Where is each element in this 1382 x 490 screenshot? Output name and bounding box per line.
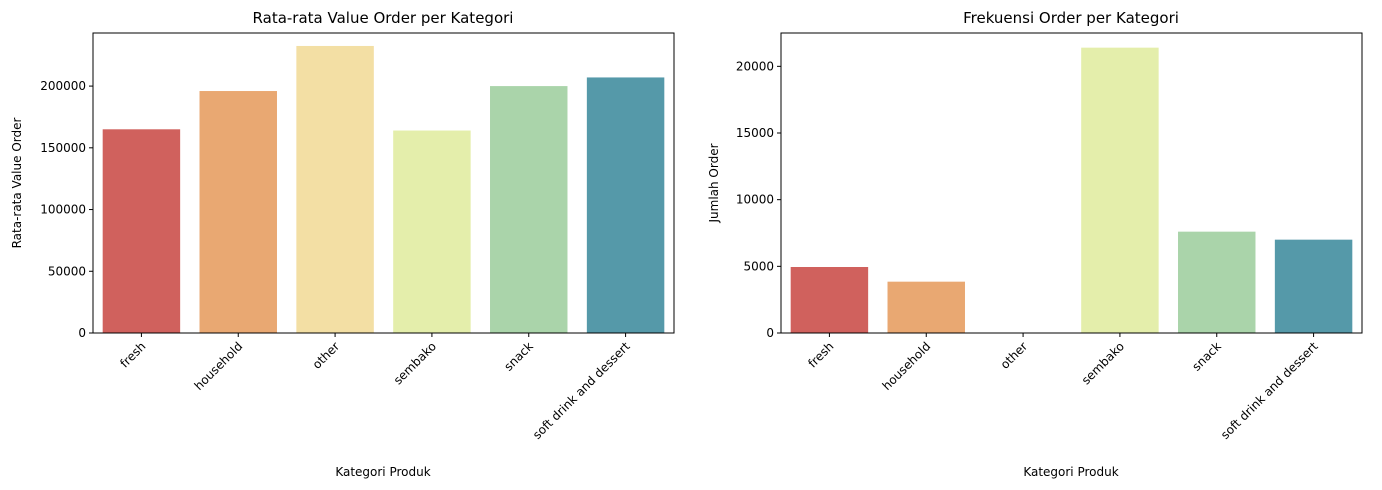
bar-fresh: [102, 129, 181, 333]
bar-household: [199, 91, 277, 333]
chart-order-frequency: Frekuensi Order per Kategori Jumlah Orde…: [707, 9, 1363, 479]
bar-household: [887, 281, 965, 333]
plot-frame: [92, 32, 675, 334]
x-axis-label: Kategori Produk: [1023, 465, 1118, 479]
bar-other: [296, 45, 374, 334]
y-axis-ticks: 0 5000 10000 15000 20000: [736, 59, 781, 340]
x-tick-label: household: [880, 339, 934, 393]
x-tick-label: snack: [501, 339, 536, 374]
x-tick-label: household: [192, 339, 246, 393]
bar-soft-drink-and-dessert: [586, 77, 665, 333]
bar-series: [790, 47, 1353, 334]
y-tick-label: 5000: [743, 259, 774, 273]
chart-title: Frekuensi Order per Kategori: [963, 9, 1179, 27]
y-tick-label: 200000: [40, 79, 86, 93]
x-tick-label: fresh: [805, 339, 836, 370]
bar-snack: [490, 86, 568, 333]
x-tick-label: sembako: [1079, 339, 1127, 387]
y-tick-label: 50000: [48, 264, 86, 278]
bar-snack: [1178, 231, 1256, 333]
chart-title: Rata-rata Value Order per Kategori: [253, 9, 514, 27]
y-axis-label: Rata-rata Value Order: [10, 118, 24, 249]
bar-series: [102, 45, 665, 334]
x-tick-label: soft drink and dessert: [530, 339, 633, 442]
x-tick-label: other: [998, 339, 1031, 372]
y-tick-label: 0: [78, 326, 86, 340]
x-tick-label: snack: [1189, 339, 1224, 374]
plot-frame: [780, 32, 1363, 334]
x-tick-label: fresh: [117, 339, 148, 370]
x-axis-label: Kategori Produk: [335, 465, 430, 479]
y-tick-label: 100000: [40, 203, 86, 217]
y-axis-label: Jumlah Order: [707, 143, 721, 223]
y-tick-label: 10000: [736, 193, 774, 207]
x-tick-label: other: [310, 339, 343, 372]
bar-sembako: [1081, 47, 1159, 334]
y-tick-label: 0: [766, 326, 774, 340]
y-tick-label: 150000: [40, 141, 86, 155]
bar-sembako: [393, 130, 471, 333]
y-axis-ticks: 0 50000 100000 150000 200000: [40, 79, 93, 340]
y-tick-label: 20000: [736, 59, 774, 73]
y-tick-label: 15000: [736, 126, 774, 140]
x-tick-label: sembako: [391, 339, 439, 387]
x-tick-label: soft drink and dessert: [1218, 339, 1321, 442]
bar-soft-drink-and-dessert: [1274, 239, 1353, 333]
chart-average-order-value: Rata-rata Value Order per Kategori Rata-…: [10, 9, 675, 479]
bar-fresh: [790, 267, 869, 333]
